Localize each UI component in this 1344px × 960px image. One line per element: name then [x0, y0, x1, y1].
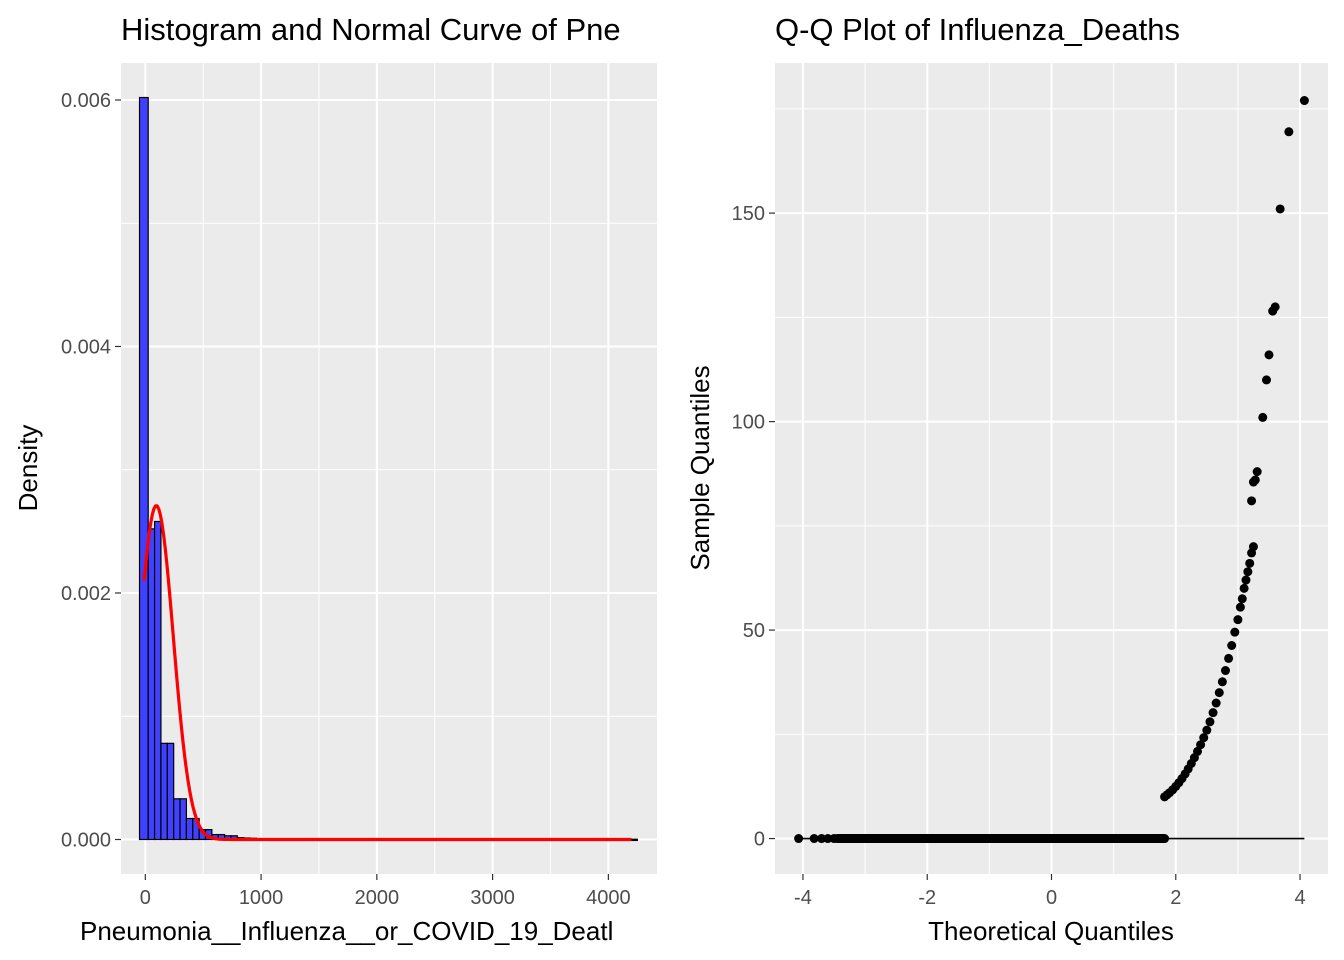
qq-y-tick-label: 0	[754, 829, 765, 851]
qq-point	[1261, 375, 1271, 385]
qq-point	[817, 834, 827, 844]
qq-x-ticks: -4 -2 0 2 4	[794, 874, 1306, 909]
qq-point	[1224, 653, 1234, 663]
histogram-bar	[153, 520, 162, 841]
qq-point	[1264, 350, 1274, 360]
qq-point	[1214, 688, 1224, 698]
qq-point	[1199, 733, 1209, 743]
histogram-y-tick-label: 0.000	[61, 829, 111, 851]
histogram-panel: Histogram and Normal Curve of Pne 0 1000 2…	[13, 12, 657, 946]
qq-point	[1270, 302, 1280, 312]
histogram-title: Histogram and Normal Curve of Pne	[121, 12, 621, 47]
qq-x-tick-label: 2	[1170, 887, 1181, 909]
histogram-bar	[138, 96, 149, 841]
qq-point	[1299, 96, 1309, 106]
qq-point	[1235, 602, 1245, 612]
histogram-x-tick-label: 3000	[470, 887, 515, 909]
qq-x-axis-label: Theoretical Quantiles	[928, 916, 1174, 946]
qq-title: Q-Q Plot of Influenza_Deaths	[775, 12, 1180, 47]
qq-point	[1193, 746, 1203, 756]
histogram-bar	[185, 817, 194, 841]
qq-panel: Q-Q Plot of Influenza_Deaths -4 -2 0 2 4 0 50…	[685, 12, 1328, 946]
histogram-bar	[173, 798, 181, 841]
qq-point	[1284, 127, 1294, 137]
histogram-x-tick-label: 4000	[586, 887, 631, 909]
histogram-y-axis-label: Density	[13, 425, 43, 512]
histogram-bar	[160, 742, 168, 841]
qq-y-tick-label: 100	[732, 412, 765, 434]
qq-point	[1227, 641, 1237, 651]
qq-point	[1205, 717, 1215, 727]
qq-point	[1196, 740, 1206, 750]
histogram-x-tick-label: 2000	[355, 887, 400, 909]
qq-point	[1211, 698, 1221, 708]
qq-y-axis-label: Sample Quantiles	[685, 365, 715, 570]
qq-point	[1243, 567, 1253, 577]
panel-gap	[673, 900, 693, 960]
qq-x-tick-label: -4	[794, 887, 812, 909]
qq-point	[829, 834, 839, 844]
histogram-bar	[166, 742, 175, 841]
qq-point	[1217, 677, 1227, 687]
histogram-x-ticks: 0 1000 2000 3000 4000	[140, 874, 631, 909]
qq-point	[1208, 708, 1218, 718]
qq-points	[794, 96, 1309, 844]
qq-point	[1252, 467, 1262, 477]
qq-y-tick-label: 150	[732, 203, 765, 225]
qq-point	[1220, 666, 1230, 676]
histogram-x-tick-label: 1000	[239, 887, 284, 909]
qq-point	[1230, 627, 1240, 637]
qq-point	[1233, 615, 1243, 625]
qq-point	[809, 834, 819, 844]
qq-point	[1239, 583, 1249, 593]
histogram-y-ticks: 0.000 0.002 0.004 0.006	[61, 90, 121, 851]
qq-point	[823, 834, 833, 844]
histogram-bar	[147, 528, 156, 841]
qq-minor-gridlines	[775, 63, 1328, 874]
qq-point	[1202, 725, 1212, 735]
histogram-x-axis-label: Pneumonia__Influenza__or_COVID_19_Deatl	[80, 916, 613, 946]
qq-point	[1248, 542, 1258, 552]
qq-point	[1247, 496, 1257, 506]
qq-y-ticks: 0 50 100 150	[732, 203, 775, 851]
histogram-y-tick-label: 0.006	[61, 90, 111, 112]
histogram-y-tick-label: 0.004	[61, 336, 111, 358]
qq-point	[1250, 475, 1260, 485]
qq-point	[1245, 558, 1255, 568]
qq-x-tick-label: -2	[918, 887, 936, 909]
qq-y-tick-label: 50	[743, 620, 765, 642]
histogram-minor-gridlines	[121, 63, 657, 874]
qq-point	[1258, 412, 1268, 422]
qq-point	[794, 834, 804, 844]
histogram-x-tick-label: 0	[140, 887, 151, 909]
histogram-plot-background	[121, 63, 657, 874]
qq-x-tick-label: 4	[1294, 887, 1305, 909]
histogram-y-tick-label: 0.002	[61, 583, 111, 605]
qq-point	[1275, 204, 1285, 214]
qq-point	[1241, 575, 1251, 585]
qq-point	[1237, 594, 1247, 604]
normal-curve	[142, 504, 632, 842]
histogram-bar	[179, 798, 188, 841]
qq-x-tick-label: 0	[1046, 887, 1057, 909]
